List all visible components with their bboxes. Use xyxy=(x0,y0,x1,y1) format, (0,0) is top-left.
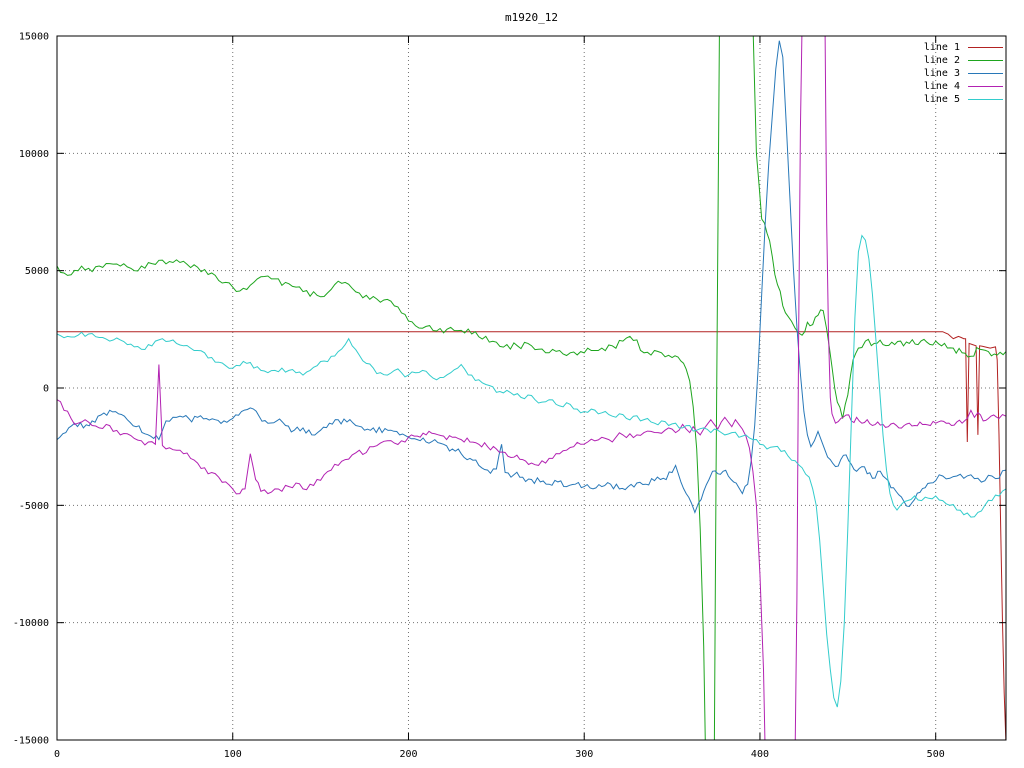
legend-line-sample xyxy=(968,73,1003,74)
series-line-3 xyxy=(57,40,1006,514)
legend: line 1 line 2 line 3 line 4 line 5 xyxy=(924,41,1003,106)
x-tick-label-200: 200 xyxy=(399,749,417,760)
legend-row-line-3: line 3 xyxy=(924,67,1003,80)
x-tick-label-300: 300 xyxy=(575,749,593,760)
legend-label: line 2 xyxy=(923,55,960,66)
legend-line-sample xyxy=(968,47,1003,48)
y-tick-label-5000: 5000 xyxy=(25,266,49,277)
legend-row-line-4: line 4 xyxy=(924,80,1003,93)
x-tick-label-0: 0 xyxy=(54,749,60,760)
y-tick-label--15000: -15000 xyxy=(13,736,49,747)
chart-title: m1920_12 xyxy=(505,11,558,24)
legend-line-sample xyxy=(968,99,1003,100)
x-tick-label-400: 400 xyxy=(751,749,769,760)
y-tick-label-0: 0 xyxy=(43,384,49,395)
legend-label: line 4 xyxy=(923,81,960,92)
y-tick-label--10000: -10000 xyxy=(13,618,49,629)
x-tick-label-100: 100 xyxy=(224,749,242,760)
series-line-5 xyxy=(57,234,1006,708)
legend-label: line 5 xyxy=(923,94,960,105)
series-line-1 xyxy=(57,331,1006,740)
y-tick-label-15000: 15000 xyxy=(19,32,49,43)
y-tick-label--5000: -5000 xyxy=(19,501,49,512)
legend-row-line-1: line 1 xyxy=(924,41,1003,54)
x-tick-label-500: 500 xyxy=(927,749,945,760)
plot-border xyxy=(56,35,1007,741)
series-line-4 xyxy=(57,36,1006,740)
legend-row-line-5: line 5 xyxy=(924,93,1003,106)
series-line-2 xyxy=(57,36,1006,740)
legend-row-line-2: line 2 xyxy=(924,54,1003,67)
legend-line-sample xyxy=(968,86,1003,87)
legend-line-sample xyxy=(968,60,1003,61)
legend-label: line 3 xyxy=(923,68,960,79)
legend-label: line 1 xyxy=(923,42,960,53)
y-tick-label-10000: 10000 xyxy=(19,149,49,160)
